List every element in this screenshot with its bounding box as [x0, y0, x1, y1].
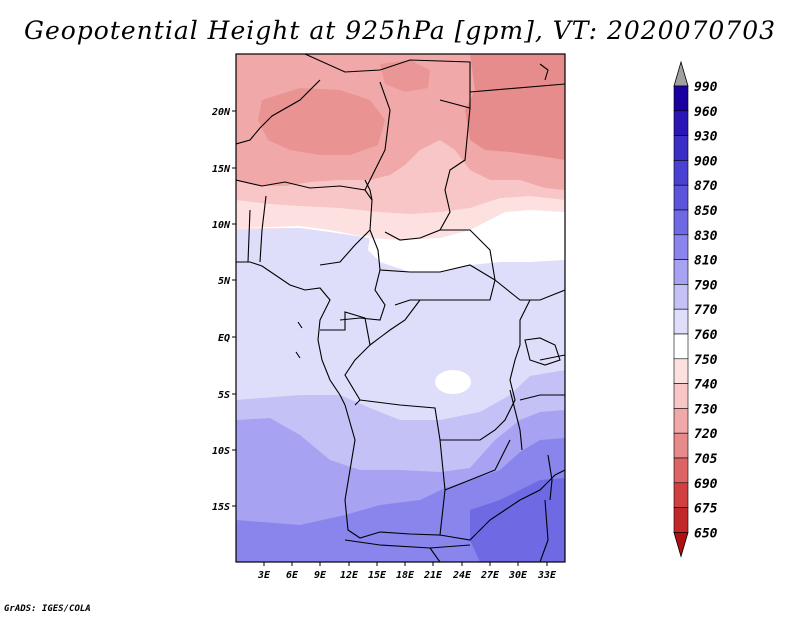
colorbar-swatch: [673, 85, 689, 112]
colorbar-swatch: [673, 259, 689, 285]
lat-labels: 20N 15N 10N 5N EQ 5S 10S 15S: [211, 107, 231, 513]
map-title: Geopotential Height at 925hPa [gpm], VT:…: [23, 16, 777, 45]
lon-label: 21E: [423, 570, 443, 581]
lon-label: 12E: [340, 570, 359, 581]
colorbar-swatch: [673, 408, 689, 434]
band-720-730-east: [465, 54, 565, 160]
colorbar-swatch: [673, 308, 689, 335]
colorbar-top-arrow: [673, 60, 689, 87]
colorbar-swatch: [673, 135, 689, 161]
colorbar-swatch: [673, 160, 689, 186]
colorbar-swatch: [673, 234, 689, 260]
lat-label: 15N: [212, 164, 231, 175]
colorbar-swatch: [673, 432, 689, 459]
band-720-730-north: [380, 60, 430, 92]
lon-label: 15E: [368, 570, 387, 581]
grads-credit: GrADS: IGES/COLA: [4, 604, 91, 614]
colorbar-label: 740: [694, 378, 718, 393]
colorbar-swatch: [673, 284, 689, 310]
band-760-770: [236, 210, 565, 272]
colorbar-label: 790: [694, 278, 718, 293]
colorbar-label: 830: [694, 229, 718, 244]
colorbar: 990 960 930 900 870 850 830 810 790 770 760 750 740 7…: [673, 60, 718, 558]
colorbar-label: 770: [694, 303, 718, 318]
colorbar-label: 750: [694, 353, 718, 368]
colorbar-label: 720: [694, 427, 718, 442]
band-760-770-blob: [435, 370, 471, 394]
colorbar-label: 870: [694, 179, 718, 194]
lon-label: 27E: [480, 570, 500, 581]
colorbar-label: 900: [694, 154, 718, 169]
lon-label: 6E: [286, 570, 299, 581]
lat-label: 5S: [218, 390, 230, 401]
colorbar-swatch: [673, 110, 689, 136]
colorbar-swatch: [673, 383, 689, 409]
colorbar-label: 960: [694, 105, 718, 120]
colorbar-label: 675: [694, 502, 718, 517]
lon-label: 33E: [537, 570, 557, 581]
country-borders: [236, 54, 565, 562]
colorbar-swatch: [673, 482, 689, 508]
lat-label: 10N: [212, 220, 231, 231]
lon-label: 30E: [508, 570, 528, 581]
colorbar-bottom-arrow: [673, 532, 689, 558]
colorbar-label: 730: [694, 402, 718, 417]
lon-label: 3E: [257, 570, 271, 581]
band-720-730-west: [258, 88, 385, 155]
map-frame: [235, 53, 566, 563]
colorbar-label: 650: [694, 526, 718, 541]
colorbar-label: 760: [694, 328, 718, 343]
colorbar-label: 930: [694, 130, 718, 145]
colorbar-swatch: [673, 507, 689, 533]
colorbar-swatch: [673, 457, 689, 484]
colorbar-label: 850: [694, 204, 718, 219]
colorbar-swatch: [673, 333, 689, 360]
lat-ticks: [232, 110, 236, 507]
lat-label: 20N: [211, 107, 231, 118]
colorbar-label: 810: [694, 254, 718, 269]
lon-label: 9E: [314, 570, 327, 581]
colorbar-label: 990: [694, 80, 718, 95]
colorbar-swatch: [673, 184, 689, 211]
colorbar-label: 690: [694, 477, 718, 492]
lat-label: 15S: [212, 502, 230, 513]
lon-label: 24E: [452, 570, 472, 581]
lat-label: 5N: [218, 276, 231, 287]
colorbar-swatch: [673, 209, 689, 236]
band-850-870: [470, 478, 565, 562]
colorbar-swatch: [673, 358, 689, 384]
lon-label: 18E: [396, 570, 415, 581]
lon-labels: 3E 6E 9E 12E 15E 18E 21E 24E 27E 30E 33E: [257, 570, 557, 581]
colorbar-label: 705: [694, 452, 718, 467]
lon-ticks: [263, 562, 548, 566]
contour-fill: [236, 54, 565, 562]
lat-label: 10S: [212, 446, 230, 457]
lat-label: EQ: [218, 333, 230, 344]
